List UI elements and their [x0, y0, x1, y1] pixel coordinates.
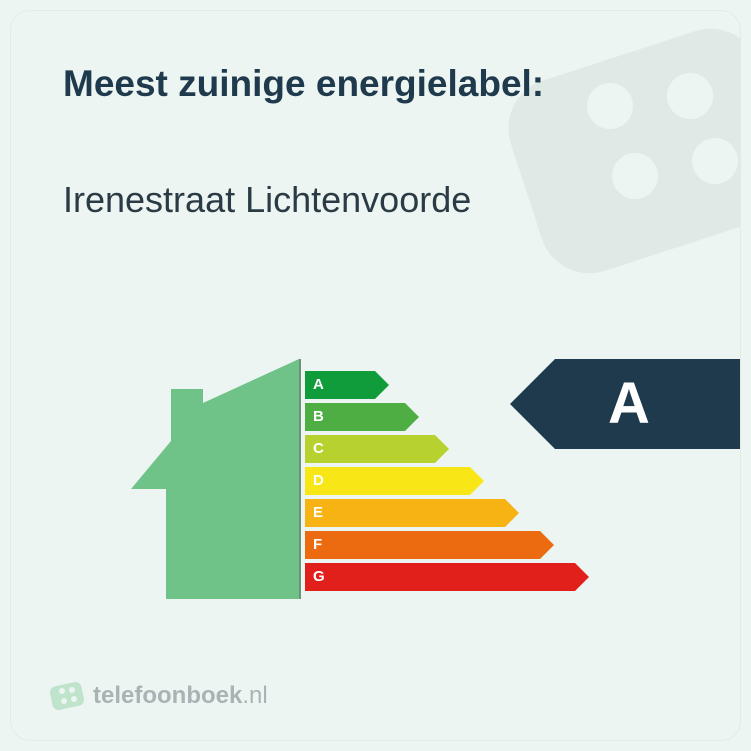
energy-bar-label: E: [313, 499, 323, 527]
watermark-icon: [400, 11, 740, 301]
energy-bar-label: G: [313, 563, 325, 591]
footer-brand: telefoonboek.nl: [93, 682, 268, 710]
house-icon: [131, 359, 299, 599]
footer-logo-icon: [49, 678, 85, 714]
card: Meest zuinige energielabel: Irenestraat …: [10, 10, 741, 741]
energy-bar-label: C: [313, 435, 324, 463]
energy-bar-label: A: [313, 371, 324, 399]
result-arrow: A: [510, 359, 740, 449]
footer: telefoonboek.nl: [49, 678, 268, 714]
footer-brand-name: telefoonboek: [93, 682, 242, 709]
location-name: Irenestraat Lichtenvoorde: [63, 179, 471, 221]
result-label: A: [608, 375, 650, 433]
footer-brand-tld: .nl: [242, 682, 267, 709]
energy-bar-label: B: [313, 403, 324, 431]
energy-bar-label: F: [313, 531, 322, 559]
chart-divider: [299, 359, 301, 599]
energy-bar-label: D: [313, 467, 324, 495]
page-title: Meest zuinige energielabel:: [63, 63, 544, 105]
